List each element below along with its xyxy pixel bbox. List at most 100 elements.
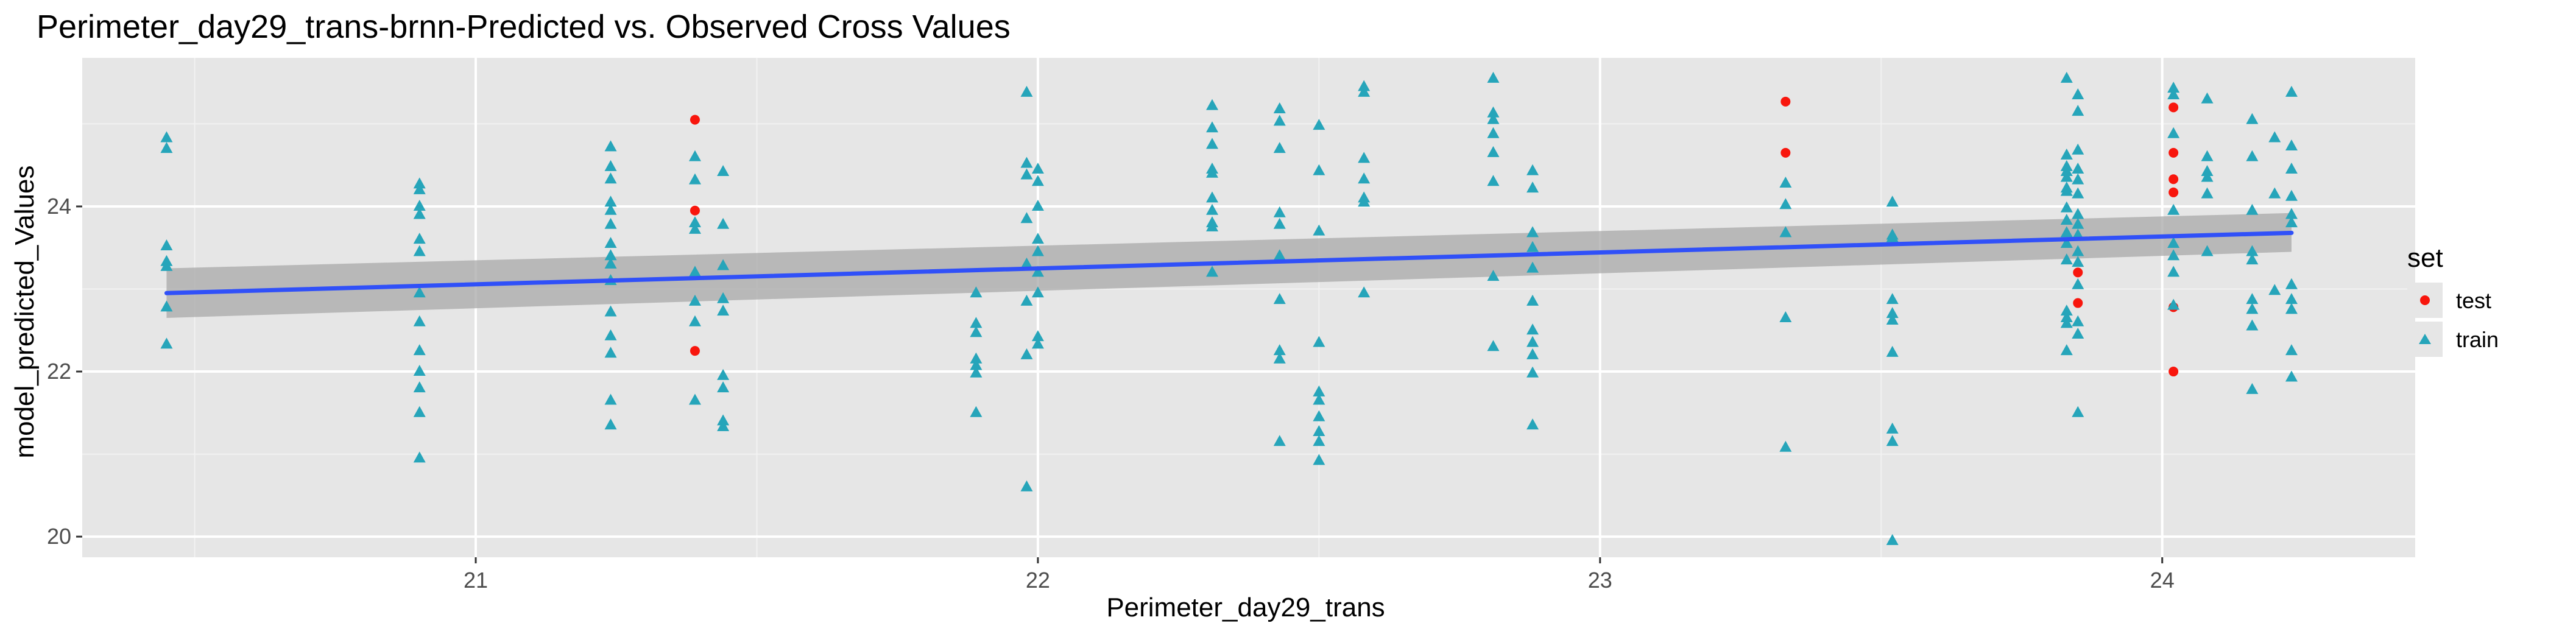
data-point-train xyxy=(2060,214,2073,225)
data-point-train xyxy=(160,259,173,271)
data-point-train xyxy=(413,315,426,326)
data-point-train xyxy=(1526,226,1539,238)
data-point-train xyxy=(2246,303,2259,314)
data-point-train xyxy=(1487,340,1500,351)
data-point-train xyxy=(1031,175,1044,186)
data-point-train xyxy=(2285,189,2298,201)
data-point-train xyxy=(413,406,426,417)
data-point-train xyxy=(2246,203,2259,215)
data-point-train xyxy=(1313,454,1325,465)
data-point-train xyxy=(2167,236,2180,248)
data-point-train xyxy=(1206,138,1219,149)
data-point-train xyxy=(604,257,617,269)
data-point-train xyxy=(1313,385,1325,396)
data-point-train xyxy=(2072,105,2084,116)
data-point-train xyxy=(1886,534,1899,545)
data-point-train xyxy=(688,222,701,234)
data-point-train xyxy=(1779,440,1792,452)
data-point-train xyxy=(2060,201,2073,213)
data-point-train xyxy=(413,365,426,376)
y-tick-label: 20 xyxy=(47,524,71,549)
major-gridlines xyxy=(82,58,2415,557)
data-point-train xyxy=(1031,266,1044,277)
x-axis-label: Perimeter_day29_trans xyxy=(1106,593,1385,622)
chart-title: Perimeter_day29_trans-brnn-Predicted vs.… xyxy=(37,9,1011,45)
y-tick-label: 22 xyxy=(47,359,71,384)
data-point-train xyxy=(1020,168,1033,180)
data-point-train xyxy=(2268,284,2281,295)
data-point-train xyxy=(2201,165,2214,177)
data-point-train xyxy=(2072,208,2084,219)
data-point-train xyxy=(2072,187,2084,199)
data-point-train xyxy=(604,195,617,207)
data-point-train xyxy=(1886,345,1899,357)
data-point-train xyxy=(2246,245,2259,256)
data-point-train xyxy=(2072,217,2084,229)
data-point-train xyxy=(2060,71,2073,83)
data-point-train xyxy=(604,172,617,184)
data-point-train xyxy=(1526,181,1539,193)
data-point-train xyxy=(2167,203,2180,215)
data-point-train xyxy=(1206,266,1219,277)
data-point-train xyxy=(604,418,617,430)
data-point-train xyxy=(2285,139,2298,151)
data-point-test xyxy=(2168,367,2179,377)
data-point-train xyxy=(1313,424,1325,436)
data-point-train xyxy=(2201,171,2214,182)
data-point-train xyxy=(688,266,701,277)
data-point-train xyxy=(2072,278,2084,289)
data-point-train xyxy=(2285,162,2298,174)
data-point-train xyxy=(1031,245,1044,256)
data-point-train xyxy=(1886,307,1899,319)
x-axis-ticks: 21 22 23 24 xyxy=(464,557,2175,593)
data-point-train xyxy=(604,160,617,171)
data-point-train xyxy=(2072,406,2084,417)
data-point-train xyxy=(2072,88,2084,99)
x-tick-label: 22 xyxy=(1026,568,1050,593)
data-point-train xyxy=(2072,256,2084,267)
legend-label-test: test xyxy=(2456,288,2491,313)
data-point-train xyxy=(1526,261,1539,273)
data-point-train xyxy=(1526,366,1539,378)
data-point-train xyxy=(1031,199,1044,211)
legend-label-train: train xyxy=(2456,327,2499,352)
data-point-train xyxy=(1526,323,1539,335)
data-point-train xyxy=(2167,127,2180,138)
x-tick-label: 24 xyxy=(2150,568,2175,593)
data-point-train xyxy=(2060,226,2073,238)
data-point-train xyxy=(1273,102,1286,114)
data-point-train xyxy=(1020,85,1033,97)
data-point-train xyxy=(1206,191,1219,203)
data-point-train xyxy=(2285,370,2298,382)
data-point-train xyxy=(1273,344,1286,356)
data-point-train xyxy=(413,344,426,356)
data-point-train xyxy=(688,173,701,185)
data-point-train xyxy=(413,233,426,244)
data-point-train xyxy=(1358,152,1371,163)
confidence-band-layer xyxy=(166,213,2292,318)
data-point-test xyxy=(690,346,700,356)
data-point-test xyxy=(2168,187,2179,197)
data-point-test xyxy=(2168,174,2179,185)
data-point-train xyxy=(413,199,426,211)
data-point-train xyxy=(2060,253,2073,265)
data-point-test xyxy=(1780,96,1791,107)
data-point-train xyxy=(604,305,617,317)
data-point-train xyxy=(1031,233,1044,244)
data-point-train xyxy=(2167,82,2180,93)
data-point-train xyxy=(1779,177,1792,188)
data-point-train xyxy=(717,165,730,177)
data-point-train xyxy=(2072,173,2084,185)
data-point-train xyxy=(2246,319,2259,331)
data-point-train xyxy=(413,381,426,393)
data-point-train xyxy=(160,300,173,312)
data-point-train xyxy=(1487,175,1500,186)
data-point-train xyxy=(1886,422,1899,434)
data-point-train xyxy=(1206,121,1219,133)
legend: set test train xyxy=(2407,243,2499,357)
legend-title: set xyxy=(2407,243,2443,273)
data-point-train xyxy=(970,406,983,417)
data-point-train xyxy=(160,142,173,153)
data-point-train xyxy=(2201,150,2214,161)
data-point-train xyxy=(1273,293,1286,305)
